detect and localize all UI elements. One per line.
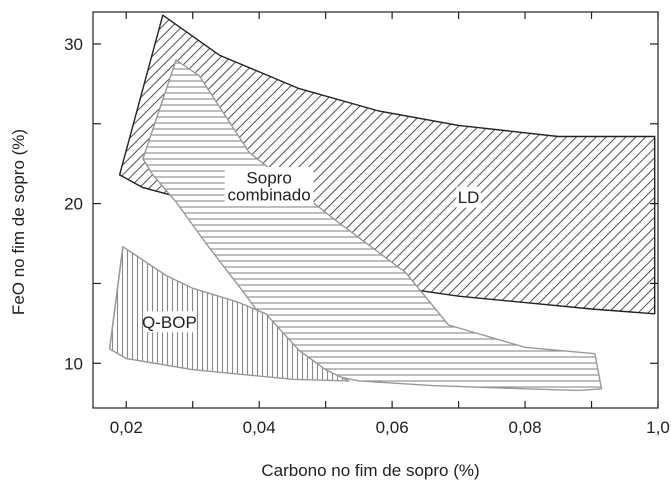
region-label-sopro-combinado: combinado — [228, 186, 311, 205]
y-axis-title: FeO no fim de sopro (%) — [9, 129, 28, 315]
x-tick-label: 0,02 — [110, 418, 143, 437]
region-label-sopro-combinado: Sopro — [246, 169, 291, 188]
x-tick-label: 0,04 — [243, 418, 276, 437]
x-tick-label: 1,0 — [646, 418, 670, 437]
plot-frame — [92, 11, 659, 409]
region-label-ld: LD — [458, 188, 480, 207]
region-label-bg-q-bop — [143, 311, 196, 333]
y-tick-label: 30 — [64, 35, 83, 54]
x-tick-label: 0,08 — [509, 418, 542, 437]
y-tick-label: 10 — [64, 354, 83, 373]
q-bop-inner-line — [108, 246, 124, 349]
region-label-q-bop: Q-BOP — [142, 313, 197, 332]
region-label-bg-ld — [456, 186, 481, 208]
region-q-bop — [108, 245, 350, 382]
region-label-bg-sopro-combinado — [224, 167, 314, 205]
x-axis-title: Carbono no fim de sopro (%) — [261, 461, 479, 480]
y-tick-label: 20 — [64, 195, 83, 214]
x-tick-label: 0,06 — [376, 418, 409, 437]
